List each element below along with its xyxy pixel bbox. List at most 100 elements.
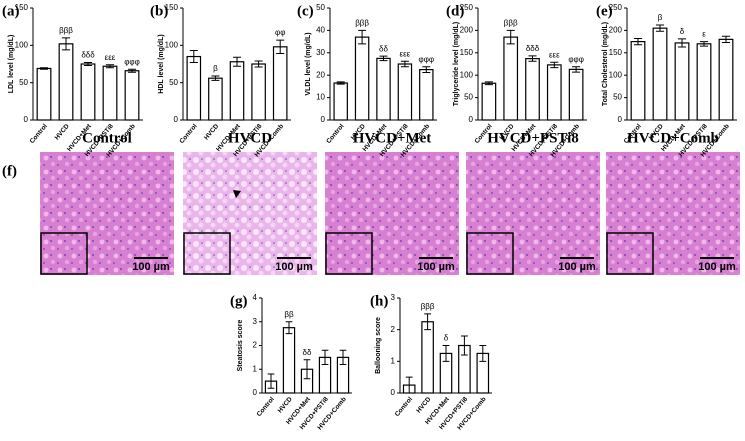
bar [503, 36, 519, 121]
bar [58, 43, 74, 121]
y-tick-label: 1 [391, 356, 396, 365]
x-tick-label: Control [178, 123, 198, 145]
x-tick-label: HVCD [415, 396, 432, 415]
arrowhead [233, 190, 241, 198]
error-bar [61, 37, 71, 51]
bar [376, 57, 391, 121]
inset [40, 232, 88, 275]
bar [630, 40, 646, 121]
bar [419, 68, 434, 121]
y-tick-label: 250 [460, 3, 474, 12]
bar [186, 55, 202, 121]
significance-label: δδδ [81, 51, 95, 60]
significance-label: βββ [421, 302, 435, 311]
bar [481, 82, 497, 121]
significance-label: δ [444, 334, 449, 343]
image-title: HVCD [228, 130, 272, 146]
error-bar [276, 39, 285, 55]
y-tick-label: 0 [253, 388, 258, 397]
bar [525, 58, 540, 121]
panel-label: (g) [230, 293, 248, 309]
y-tick-label: 10 [316, 93, 325, 102]
panel-label: (a) [2, 3, 20, 19]
y-tick-label: 50 [316, 3, 325, 12]
image-title: HVCD+Met [353, 130, 432, 146]
scale-bar-label: 100 µm [698, 261, 736, 273]
y-tick-label: 40 [316, 26, 325, 35]
inset [325, 232, 373, 275]
bar [568, 68, 584, 121]
bar [124, 70, 140, 121]
error-bar [105, 64, 115, 69]
y-tick-label: 2 [253, 341, 258, 350]
significance-label: δδδ [526, 44, 540, 53]
bar [652, 27, 668, 121]
x-tick-label: Control [325, 123, 345, 145]
significance-label: β [658, 13, 663, 22]
significance-label: εεε [549, 50, 560, 59]
inset [466, 232, 514, 275]
y-tick-label: 0 [391, 388, 396, 397]
panel-label: (c) [297, 3, 314, 19]
bar [80, 63, 96, 121]
error-bar [127, 68, 137, 73]
y-axis-label: HDL level (mg/dL) [158, 34, 165, 93]
bar [674, 42, 690, 121]
error-bar [424, 313, 432, 331]
significance-label: β [213, 64, 218, 73]
image-title: HVCD+PSTi8 [487, 130, 579, 146]
error-bar [484, 81, 493, 86]
bar [397, 63, 413, 121]
error-bar [39, 67, 49, 70]
bar [421, 321, 434, 394]
y-tick-label: 150 [165, 3, 179, 12]
y-axis-label: Ballooning score [375, 317, 382, 374]
y-tick-label: 100 [609, 70, 623, 79]
image-title: HVCD+Comb [627, 130, 719, 146]
significance-label: ββ [284, 310, 294, 319]
error-bar [379, 55, 388, 62]
error-bar [655, 24, 665, 32]
significance-label: φφφ [568, 55, 584, 64]
y-tick-label: 1 [253, 364, 258, 373]
error-bar [211, 75, 220, 81]
error-bar [550, 61, 559, 69]
significance-label: φφφ [419, 55, 435, 64]
bar [333, 82, 348, 121]
significance-label: βββ [355, 19, 369, 28]
y-tick-label: 0 [24, 115, 29, 124]
significance-label: δ [680, 27, 685, 36]
inset [183, 232, 231, 275]
y-tick-label: 50 [169, 78, 178, 87]
panel-label: (e) [596, 3, 613, 19]
y-tick-label: 250 [609, 3, 623, 12]
error-bar [506, 29, 515, 45]
y-tick-label: 100 [15, 40, 29, 49]
error-bar [479, 345, 487, 362]
significance-label: βββ [504, 19, 518, 28]
significance-label: φφφ [124, 57, 140, 66]
y-axis-label: Triglyceride level (mg/dL) [453, 22, 460, 106]
error-bar [232, 56, 242, 67]
y-tick-label: 4 [253, 293, 258, 302]
x-tick-label: Control [394, 396, 414, 418]
y-tick-label: 2 [391, 325, 396, 334]
significance-label: φφ [275, 28, 285, 37]
scale-bar-label: 100 µm [275, 261, 313, 273]
error-bar [189, 50, 198, 64]
significance-label: ε [702, 30, 706, 39]
error-bar [267, 373, 275, 389]
y-tick-label: 30 [316, 48, 325, 57]
panel-label: (f) [2, 163, 17, 179]
error-bar [400, 60, 409, 68]
x-tick-label: HVCD [203, 123, 220, 142]
bar [718, 38, 734, 121]
error-bar [460, 335, 468, 356]
panel-label: (b) [150, 3, 168, 19]
error-bar [528, 55, 537, 62]
bar [546, 64, 562, 121]
error-bar [303, 359, 311, 380]
y-axis-label: LDL level (mg/dL) [8, 35, 15, 94]
